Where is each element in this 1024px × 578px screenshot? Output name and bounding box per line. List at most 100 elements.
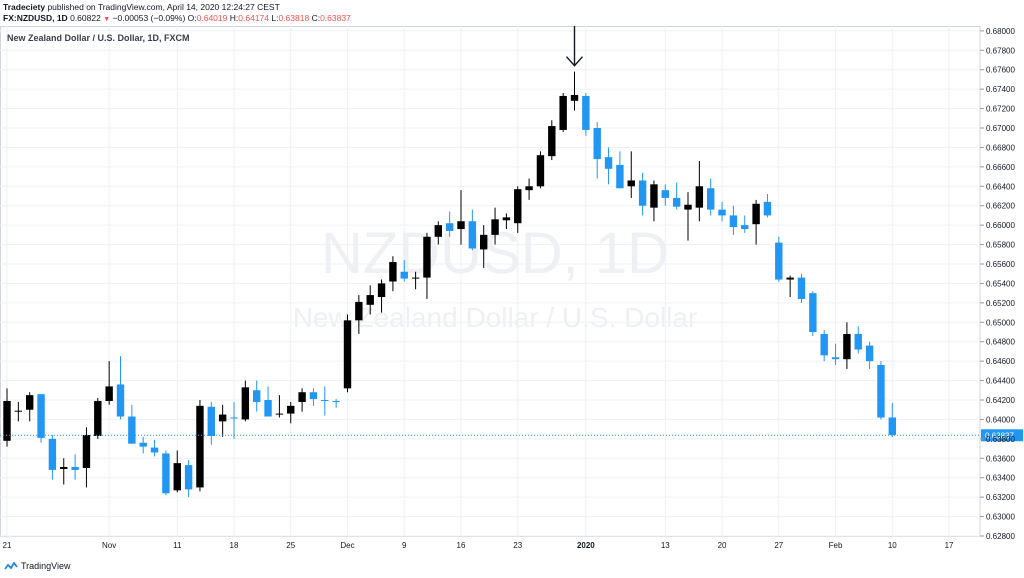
- candle-body: [26, 395, 34, 410]
- y-tick-label: 0.63400: [986, 474, 1015, 483]
- candle: [672, 182, 681, 210]
- candle-body: [139, 442, 147, 447]
- candle: [116, 356, 125, 420]
- candle: [616, 151, 624, 189]
- candle-body: [616, 164, 624, 189]
- candle-body: [582, 95, 590, 130]
- candle: [14, 401, 23, 422]
- candle: [241, 380, 250, 422]
- candle: [128, 404, 136, 444]
- candle-body: [536, 155, 545, 187]
- change-value: −0.00053 (−0.09%): [112, 13, 186, 23]
- candle: [253, 380, 261, 412]
- candle-body: [275, 413, 284, 415]
- candle: [741, 215, 749, 233]
- candle: [298, 388, 306, 412]
- candle-body: [820, 333, 828, 356]
- y-tick-label: 0.63200: [986, 493, 1015, 502]
- candle: [707, 178, 715, 216]
- candle-body: [162, 453, 170, 494]
- candle: [854, 326, 862, 354]
- candle: [684, 192, 692, 241]
- candle: [888, 402, 896, 437]
- y-tick-label: 0.67400: [986, 85, 1015, 94]
- y-tick-label: 0.66800: [986, 143, 1015, 152]
- candle: [366, 285, 374, 315]
- close-value: 0.63837: [320, 13, 351, 23]
- candle: [207, 401, 215, 445]
- candle-body: [377, 283, 386, 298]
- x-tick-label: 10: [888, 541, 897, 550]
- chart-legend-title: New Zealand Dollar / U.S. Dollar, 1D, FX…: [7, 33, 190, 43]
- candle-body: [48, 438, 57, 470]
- last-price-badge: [981, 429, 1023, 442]
- candle: [468, 209, 477, 251]
- last-price-label: 0.63837: [985, 431, 1014, 440]
- candle: [423, 232, 431, 299]
- x-tick-label: 13: [661, 541, 670, 550]
- candle: [638, 172, 647, 216]
- candle-body: [809, 293, 817, 332]
- high-label: H:: [229, 13, 239, 23]
- candle: [797, 273, 806, 303]
- publisher-name: Tradeciety: [3, 2, 46, 12]
- candle-body: [411, 277, 420, 279]
- candle-body: [695, 186, 704, 208]
- triangle-down-icon: ▼: [103, 16, 111, 23]
- candle: [729, 205, 738, 235]
- candle: [843, 322, 851, 369]
- candle: [865, 341, 874, 369]
- candle-body: [253, 390, 261, 402]
- y-tick-label: 0.65400: [986, 279, 1015, 288]
- chart-pane[interactable]: NZDUSD, 1D New Zealand Dollar / U.S. Dol…: [0, 25, 1024, 552]
- candle-body: [423, 236, 431, 278]
- y-tick-label: 0.65600: [986, 260, 1015, 269]
- x-tick-label: Feb: [829, 541, 843, 550]
- candle-body: [230, 417, 238, 419]
- open-value: 0.64019: [196, 13, 228, 23]
- candle: [809, 291, 817, 336]
- candle-body: [707, 188, 715, 210]
- candle-body: [287, 405, 295, 414]
- x-tick-label: 20: [718, 541, 727, 550]
- candle-body: [37, 394, 45, 438]
- y-tick-label: 0.67000: [986, 124, 1015, 133]
- published-text: published on TradingView.com, April 14, …: [47, 2, 280, 12]
- symbol-label: FX:NZDUSD, 1D: [3, 13, 68, 23]
- y-tick-label: 0.66600: [986, 163, 1015, 172]
- candle: [264, 386, 272, 417]
- candle-body: [480, 234, 488, 250]
- candle: [332, 399, 340, 408]
- candle: [820, 330, 828, 362]
- x-tick-label: Nov: [102, 541, 116, 550]
- candle: [309, 388, 318, 406]
- candle: [434, 221, 442, 245]
- y-tick-label: 0.65800: [986, 241, 1015, 250]
- candle-body: [741, 225, 749, 230]
- candle-body: [355, 301, 363, 321]
- candle: [389, 256, 397, 292]
- candle: [457, 190, 465, 245]
- candle: [695, 161, 704, 222]
- candle-body: [128, 416, 136, 444]
- candle-body: [514, 189, 522, 224]
- candlestick-chart[interactable]: NZDUSD, 1D New Zealand Dollar / U.S. Dol…: [0, 25, 1024, 552]
- candle-body: [105, 386, 113, 401]
- candle: [377, 279, 386, 313]
- candle-body: [309, 392, 318, 400]
- candle-body: [389, 262, 397, 282]
- footer: TradingView: [4, 561, 71, 571]
- candle-body: [184, 465, 193, 490]
- candle: [445, 211, 454, 237]
- candle: [752, 199, 760, 245]
- y-tick-label: 0.66200: [986, 202, 1015, 211]
- candle-body: [763, 201, 772, 216]
- candle-body: [332, 400, 340, 402]
- candle-body: [116, 384, 125, 417]
- candle: [196, 400, 204, 492]
- candle-body: [672, 197, 681, 207]
- candle-body: [343, 320, 352, 389]
- x-tick-label: 21: [3, 541, 12, 550]
- candle: [162, 450, 170, 496]
- candle-body: [241, 387, 250, 420]
